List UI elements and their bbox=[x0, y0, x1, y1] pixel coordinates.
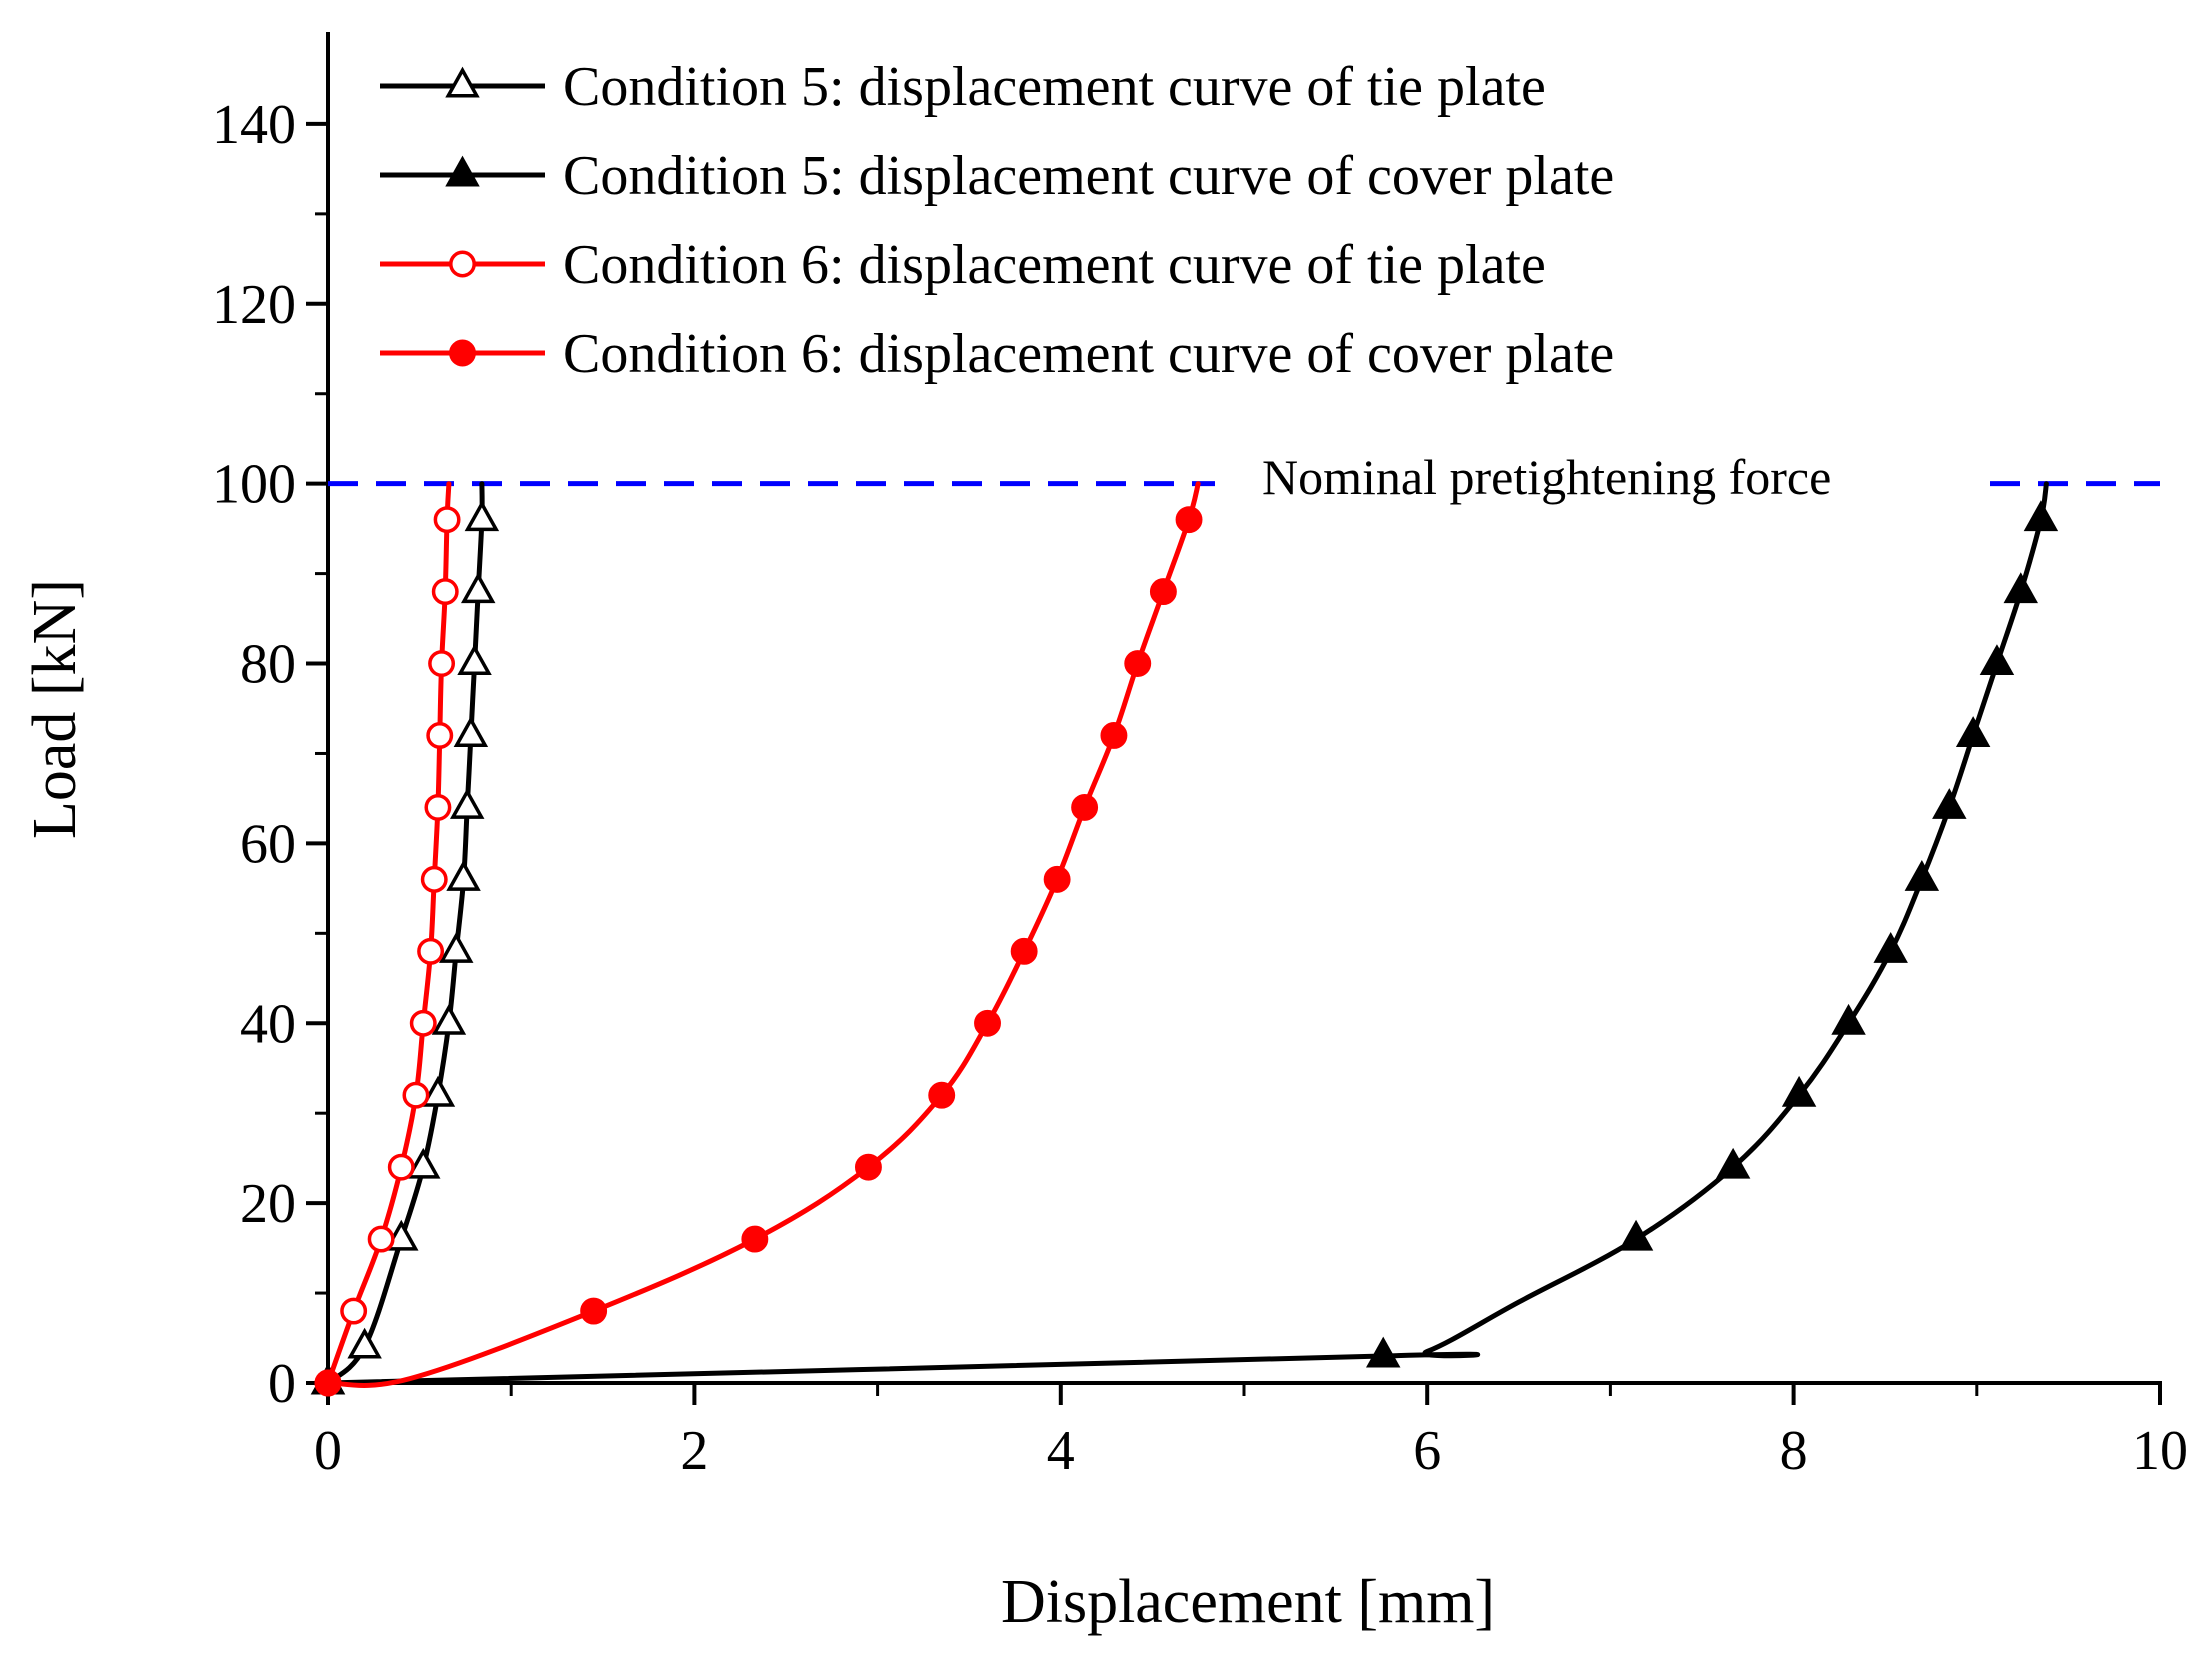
x-tick-label: 0 bbox=[314, 1420, 342, 1482]
data-point bbox=[420, 1075, 456, 1107]
data-point bbox=[854, 1153, 882, 1181]
data-point bbox=[1618, 1219, 1654, 1251]
x-tick-label: 8 bbox=[1780, 1420, 1808, 1482]
data-point bbox=[420, 865, 448, 893]
data-point bbox=[387, 1153, 415, 1181]
data-point bbox=[580, 1297, 608, 1325]
data-point bbox=[457, 644, 492, 676]
data-point bbox=[1175, 506, 1203, 534]
y-tick-label: 140 bbox=[212, 94, 296, 156]
legend-label: Condition 6: displacement curve of cover… bbox=[563, 323, 1614, 385]
data-point bbox=[1365, 1336, 1401, 1368]
data-point bbox=[406, 1147, 441, 1179]
data-point bbox=[1781, 1075, 1817, 1107]
y-tick-label: 100 bbox=[212, 454, 296, 516]
legend-entry-3: Condition 6: displacement curve of tie p… bbox=[380, 234, 1546, 296]
series-layer bbox=[310, 481, 2059, 1397]
data-point bbox=[974, 1009, 1001, 1037]
series-1 bbox=[310, 481, 500, 1395]
y-tick-label: 40 bbox=[240, 993, 296, 1055]
data-point bbox=[1124, 650, 1152, 677]
y-tick-label: 20 bbox=[240, 1173, 296, 1235]
y-tick-label: 80 bbox=[240, 634, 296, 696]
y-tick-label: 120 bbox=[212, 274, 296, 336]
data-point bbox=[1043, 865, 1071, 893]
data-point bbox=[1904, 860, 1940, 891]
x-tick-label: 4 bbox=[1047, 1420, 1075, 1482]
legend-label: Condition 5: displacement curve of cover… bbox=[563, 145, 1614, 207]
data-point bbox=[367, 1225, 395, 1253]
legend-entry-4: Condition 6: displacement curve of cover… bbox=[380, 323, 1614, 385]
data-point bbox=[1149, 578, 1177, 606]
data-point bbox=[1071, 793, 1099, 821]
legend-entry-1: Condition 5: displacement curve of tie p… bbox=[380, 56, 1546, 118]
data-point bbox=[439, 931, 474, 963]
legend-marker bbox=[449, 339, 476, 367]
data-point bbox=[1979, 644, 2015, 676]
y-tick-label: 60 bbox=[240, 813, 296, 875]
series-line bbox=[325, 481, 2049, 1386]
data-point bbox=[460, 572, 496, 604]
y-axis-title: Load [kN] bbox=[21, 579, 89, 839]
data-point bbox=[2003, 572, 2039, 604]
data-point bbox=[1831, 1003, 1866, 1035]
series-3 bbox=[314, 481, 461, 1397]
data-point bbox=[402, 1081, 430, 1109]
legend-marker bbox=[449, 250, 476, 278]
legend: Condition 5: displacement curve of tie p… bbox=[380, 56, 1614, 385]
x-tick-label: 6 bbox=[1413, 1420, 1441, 1482]
legend-label: Condition 6: displacement curve of tie p… bbox=[563, 234, 1546, 296]
data-point bbox=[2023, 500, 2059, 532]
data-point bbox=[424, 793, 452, 821]
data-point bbox=[314, 1369, 342, 1397]
y-tick-label: 0 bbox=[268, 1353, 296, 1415]
data-point bbox=[426, 722, 454, 749]
data-point bbox=[464, 500, 500, 532]
data-point bbox=[340, 1297, 368, 1325]
data-point bbox=[1873, 931, 1908, 963]
data-point bbox=[741, 1225, 769, 1253]
data-point bbox=[1010, 937, 1038, 965]
legend-label: Condition 5: displacement curve of tie p… bbox=[563, 56, 1546, 118]
series-4 bbox=[314, 481, 1203, 1397]
data-point bbox=[1100, 722, 1128, 749]
data-point bbox=[1932, 788, 1967, 819]
legend-marker bbox=[445, 66, 480, 98]
data-point bbox=[433, 506, 461, 534]
x-tick-label: 2 bbox=[680, 1420, 708, 1482]
data-point bbox=[453, 716, 489, 747]
data-point bbox=[409, 1009, 437, 1037]
data-point bbox=[928, 1081, 956, 1109]
legend-marker bbox=[445, 155, 480, 187]
series-2 bbox=[310, 481, 2059, 1395]
x-axis-title: Displacement [mm] bbox=[1001, 1568, 1495, 1636]
data-point bbox=[417, 937, 445, 965]
data-point bbox=[347, 1327, 382, 1359]
data-point bbox=[446, 860, 481, 891]
data-point bbox=[1715, 1147, 1751, 1179]
x-tick-label: 10 bbox=[2132, 1420, 2188, 1482]
data-point bbox=[431, 578, 459, 606]
data-point bbox=[428, 650, 456, 677]
reference-line-label: Nominal pretightening force bbox=[1262, 449, 1831, 505]
data-point bbox=[431, 1003, 467, 1035]
data-point bbox=[1955, 716, 1991, 747]
data-point bbox=[449, 788, 485, 819]
legend-entry-2: Condition 5: displacement curve of cover… bbox=[380, 145, 1614, 207]
